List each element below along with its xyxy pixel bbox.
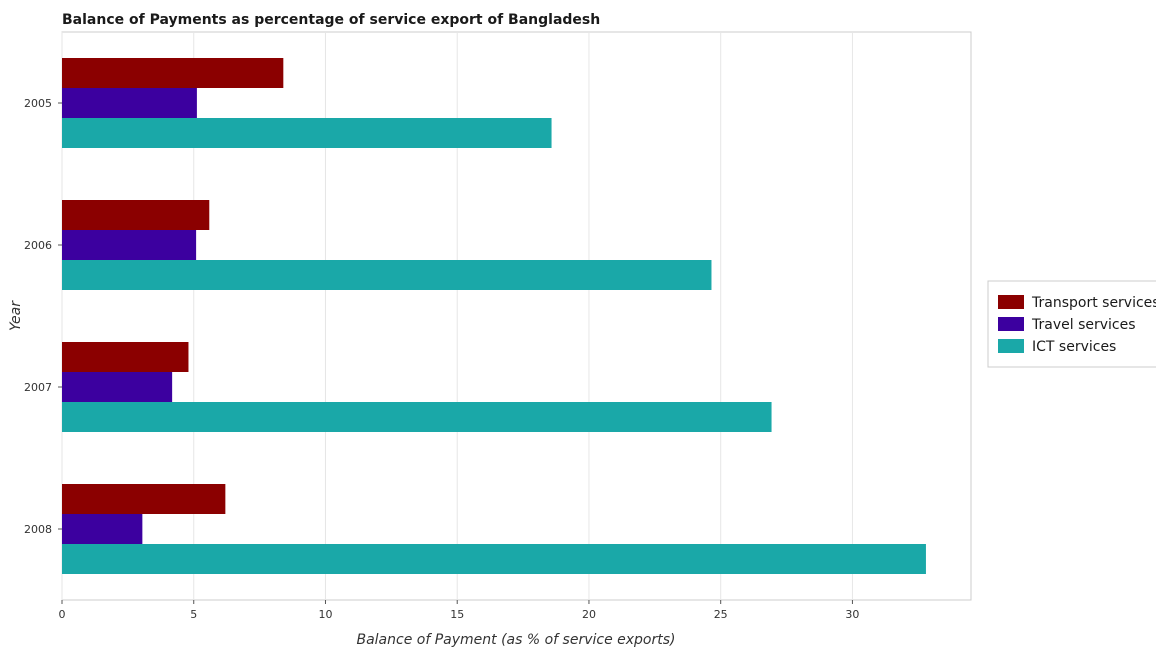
bar-transport-services-2008 [62,484,226,514]
bar-travel-services-2008 [62,514,143,544]
bar-ict-services-2005 [62,118,552,148]
chart-title: Balance of Payments as percentage of ser… [62,12,600,28]
bar-transport-services-2006 [62,200,210,230]
y-tick-label: 2006 [24,239,52,252]
x-tick-label: 5 [190,608,197,621]
bar-travel-services-2005 [62,88,197,118]
x-tick-label: 15 [450,608,464,621]
legend-swatch [998,317,1024,331]
bar-travel-services-2006 [62,230,197,260]
bar-transport-services-2005 [62,58,284,88]
x-tick-label: 20 [582,608,596,621]
bar-ict-services-2006 [62,260,712,290]
legend-label: Transport services [1031,295,1156,311]
bar-ict-services-2008 [62,544,926,574]
y-axis-label: Year [8,300,24,331]
x-tick-label: 0 [59,608,66,621]
legend-label: ICT services [1032,339,1116,355]
y-tick-label: 2005 [24,97,52,110]
x-tick-label: 30 [845,608,859,621]
legend-label: Travel services [1031,317,1136,333]
legend: Transport services Travel services ICT ser… [987,280,1156,368]
bars [62,58,926,574]
x-tick-label: 25 [714,608,728,621]
legend-swatch [998,295,1024,309]
y-tick-label: 2007 [24,381,52,394]
bar-ict-services-2007 [62,402,772,432]
x-tick-label: 10 [318,608,332,621]
legend-swatch [998,339,1024,353]
y-ticks: 2005 2006 2007 2008 [24,97,62,536]
bar-transport-services-2007 [62,342,189,372]
x-axis-label: Balance of Payment (as % of service expo… [356,632,675,648]
x-ticks: 0 5 10 15 20 25 30 [59,600,859,621]
bar-travel-services-2007 [62,372,173,402]
plot-area [61,31,972,601]
y-tick-label: 2008 [24,523,52,536]
